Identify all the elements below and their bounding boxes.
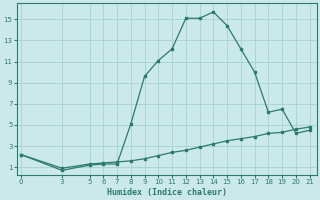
X-axis label: Humidex (Indice chaleur): Humidex (Indice chaleur) xyxy=(107,188,227,197)
